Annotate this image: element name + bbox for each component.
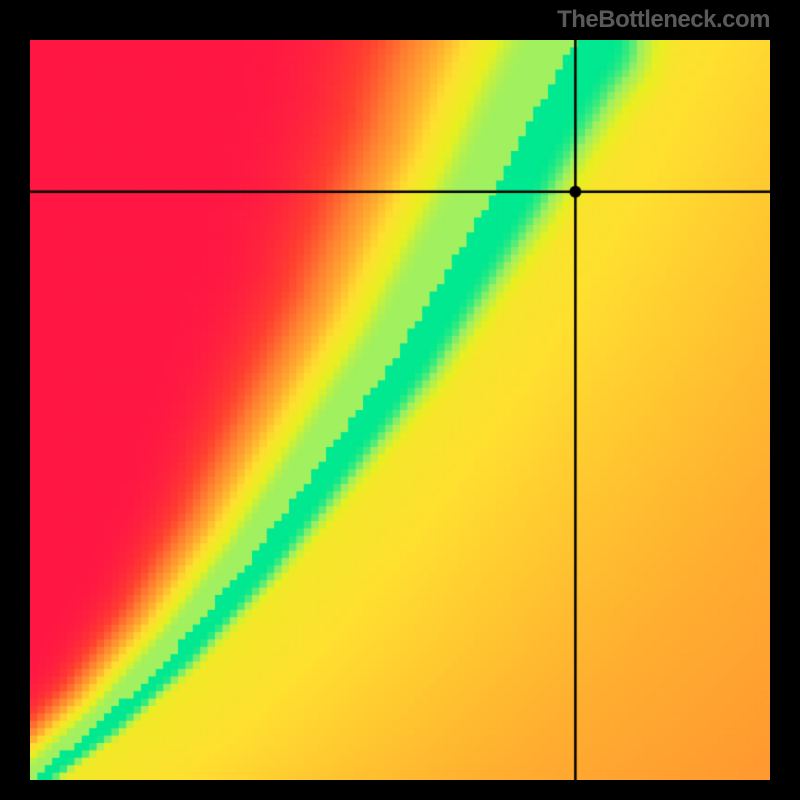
chart-container: TheBottleneck.com (0, 0, 800, 800)
bottleneck-heatmap (30, 40, 770, 780)
watermark-text: TheBottleneck.com (557, 6, 770, 34)
